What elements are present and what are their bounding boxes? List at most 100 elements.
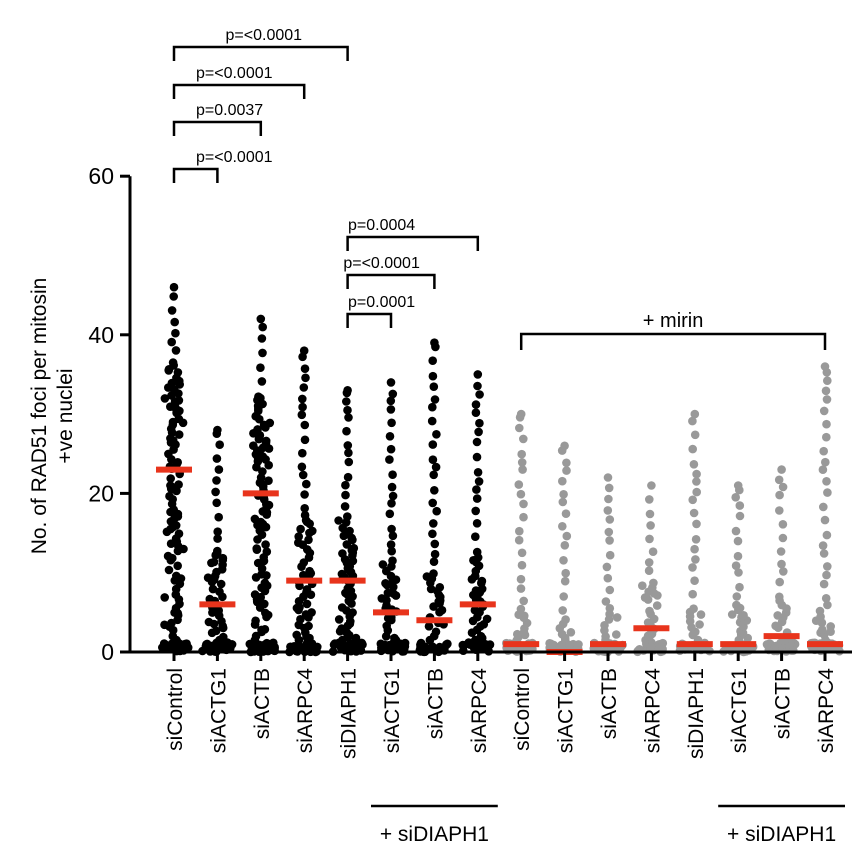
data-point <box>820 515 830 525</box>
p-value-label: p=<0.0001 <box>343 255 420 272</box>
bracket-line <box>346 312 393 328</box>
data-point <box>428 402 437 412</box>
data-point <box>386 540 396 549</box>
data-point <box>296 615 305 624</box>
x-tick-label: siControl <box>511 668 534 751</box>
data-point <box>443 639 452 649</box>
data-point <box>254 392 263 402</box>
comparison-bracket: p=0.0001 <box>346 294 415 328</box>
x-tick-label: siACTG1 <box>381 668 404 753</box>
data-point <box>304 621 313 631</box>
data-point <box>258 322 268 332</box>
data-point <box>378 560 388 569</box>
x-tick-label: siARPC4 <box>641 668 664 754</box>
p-value-label: p=<0.0001 <box>196 65 273 82</box>
data-point <box>174 529 184 538</box>
dot-group-12 <box>633 481 668 657</box>
data-point <box>776 547 786 556</box>
data-point <box>340 502 350 511</box>
data-point <box>471 532 480 541</box>
data-point <box>383 588 393 598</box>
data-point <box>819 502 828 512</box>
data-point <box>388 389 398 399</box>
dot-group-11 <box>589 473 627 657</box>
dot-group-16 <box>807 362 844 656</box>
x-tick-label: siACTG1 <box>207 668 230 753</box>
data-point <box>428 498 438 508</box>
p-value-label: p=0.0004 <box>348 217 415 234</box>
data-point <box>731 526 741 536</box>
data-point <box>175 643 184 653</box>
data-point <box>604 494 613 504</box>
dot-group-9 <box>502 409 537 656</box>
axes-layer: 0 20 40 60 siControl siACTG1 siACTB siARPC4 siDI… <box>88 163 852 759</box>
data-point <box>386 378 396 387</box>
data-point <box>344 457 354 467</box>
data-point <box>471 506 481 516</box>
dots-layer <box>158 282 844 657</box>
data-point <box>472 452 482 462</box>
data-point <box>727 610 737 619</box>
data-point <box>646 521 655 530</box>
data-point <box>604 527 614 537</box>
data-point <box>696 610 706 619</box>
data-point <box>256 363 265 373</box>
data-point <box>472 485 481 494</box>
mirin-bracket: + mirin <box>519 310 827 350</box>
y-tick-label: 60 <box>88 163 114 189</box>
data-point <box>257 377 267 386</box>
data-point <box>437 605 447 615</box>
dot-group-6 <box>376 378 410 656</box>
data-point <box>560 541 570 550</box>
data-point <box>647 481 656 490</box>
data-point <box>692 519 701 529</box>
dot-group-15 <box>762 465 800 656</box>
x-tick-label: siACTB <box>772 668 795 739</box>
data-point <box>205 594 215 604</box>
data-point <box>166 474 175 483</box>
data-point <box>431 627 441 637</box>
data-point <box>559 592 568 601</box>
x-tick-label: siARPC4 <box>815 668 838 754</box>
x-tick-label: siARPC4 <box>468 668 491 754</box>
data-point <box>174 430 184 439</box>
data-point <box>387 546 397 556</box>
data-point <box>432 506 442 516</box>
data-point <box>297 462 307 472</box>
data-point <box>432 430 441 439</box>
data-point <box>688 444 697 454</box>
data-point <box>299 346 309 356</box>
x-tick-label: siACTB <box>598 668 621 739</box>
data-point <box>514 480 524 489</box>
comparison-bracket: p=<0.0001 <box>172 65 306 99</box>
data-point <box>777 465 786 474</box>
data-point <box>558 606 567 615</box>
data-point <box>601 597 611 606</box>
data-point <box>166 481 175 490</box>
data-point <box>211 487 220 497</box>
data-point <box>387 524 396 534</box>
bracket-line <box>346 273 436 289</box>
dot-group-13 <box>675 409 714 656</box>
data-point <box>819 579 829 589</box>
data-point <box>385 432 395 441</box>
data-point <box>174 480 183 489</box>
data-point <box>603 573 613 583</box>
data-point <box>818 541 828 550</box>
group-label: + siDIAPH1 <box>380 823 489 846</box>
data-point <box>605 515 615 524</box>
data-point <box>429 382 439 392</box>
data-point <box>773 611 782 620</box>
data-point <box>346 642 356 651</box>
data-point <box>603 506 613 515</box>
data-point <box>517 548 527 558</box>
bracket-line <box>172 120 263 136</box>
data-point <box>300 504 310 513</box>
data-point <box>202 640 211 649</box>
data-point <box>260 578 270 588</box>
data-point <box>732 600 741 610</box>
data-point <box>422 572 432 581</box>
data-point <box>430 338 439 348</box>
data-point <box>304 535 313 545</box>
